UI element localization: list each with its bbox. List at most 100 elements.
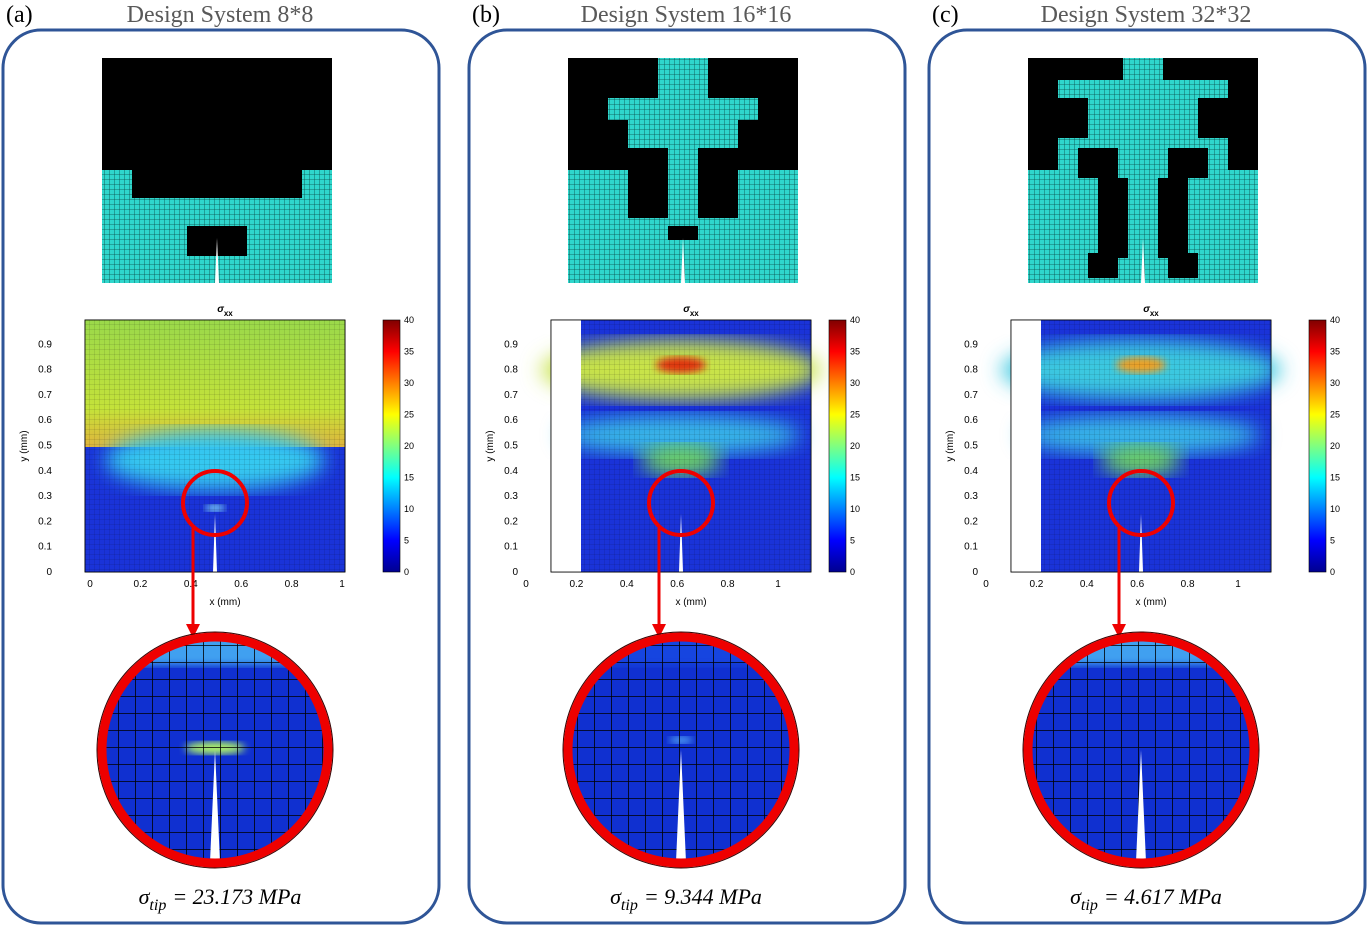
- arrowhead: [652, 624, 666, 638]
- x-axis-label: x (mm): [1135, 597, 1166, 608]
- y-axis-label: y (mm): [19, 430, 30, 461]
- colorbar: [1308, 319, 1327, 573]
- colorbar-tick-label: 10: [1330, 504, 1340, 514]
- void: [1198, 98, 1228, 138]
- plot-symbol: σ: [683, 304, 690, 315]
- colorbar-tick-label: 5: [404, 536, 409, 546]
- void: [1058, 98, 1088, 138]
- y-tick-label: 0.2: [964, 516, 978, 527]
- x-axis-label: x (mm): [675, 597, 706, 608]
- colorbar-tick-label: 40: [404, 315, 414, 325]
- colorbar-tick-label: 5: [1330, 536, 1335, 546]
- y-tick-label: 0.4: [964, 466, 978, 477]
- result: σtip = 23.173 MPa: [139, 884, 302, 914]
- y-tick-label: 0.4: [504, 466, 518, 477]
- panel-label: (c): [932, 2, 959, 28]
- colorbar-tick-label: 20: [850, 441, 860, 451]
- crack: [1141, 238, 1145, 283]
- result-text: = 4.617 MPa: [1104, 884, 1222, 909]
- crack: [215, 238, 219, 283]
- result-symbol: σ: [1070, 884, 1082, 909]
- void: [1098, 178, 1128, 258]
- y-tick-label: 0.1: [38, 542, 52, 553]
- y-tick-label: 0.5: [38, 441, 52, 452]
- void: [698, 148, 738, 218]
- crack: [210, 750, 220, 862]
- y-tick-label: 0: [512, 567, 518, 578]
- zoom-marker: [1107, 469, 1175, 537]
- zoom-ring-edge: [96, 631, 334, 869]
- y-tick-label: 0.3: [38, 491, 52, 502]
- colorbar-tick-label: 35: [1330, 347, 1340, 357]
- void: [1088, 253, 1118, 278]
- plot-title: σxx: [683, 304, 699, 318]
- x-tick-label: 0.8: [721, 579, 735, 590]
- y-axis-label: y (mm): [485, 430, 496, 461]
- x-tick-label: 1: [339, 579, 345, 590]
- y-tick-label: 0.9: [504, 339, 518, 350]
- crack: [1136, 750, 1146, 862]
- crack: [679, 514, 683, 572]
- void: [1028, 58, 1123, 80]
- colorbar-tick-label: 20: [1330, 441, 1340, 451]
- result-subscript: tip: [149, 897, 166, 914]
- arrowhead: [186, 624, 200, 638]
- x-tick-label: 0.4: [620, 579, 634, 590]
- colorbar-tick-label: 20: [404, 441, 414, 451]
- zoom: [103, 638, 327, 862]
- plot-title: σxx: [1143, 304, 1159, 318]
- result: σtip = 9.344 MPa: [610, 884, 762, 914]
- colorbar-tick-label: 30: [404, 378, 414, 388]
- crack: [1139, 514, 1143, 572]
- plot-frame: [1010, 319, 1272, 573]
- x-tick-label: 0.2: [1029, 579, 1043, 590]
- y-tick-label: 0.9: [964, 339, 978, 350]
- y-tick-label: 0.3: [504, 491, 518, 502]
- plot-title: σxx: [217, 304, 233, 318]
- zoom-marker: [647, 469, 715, 537]
- colorbar-tick-label: 15: [1330, 473, 1340, 483]
- margin: [1011, 320, 1041, 572]
- panel-frame: [467, 28, 907, 925]
- void: [708, 58, 798, 98]
- colorbar-tick-label: 0: [404, 567, 409, 577]
- colorbar: [382, 319, 401, 573]
- result-symbol: σ: [139, 884, 151, 909]
- colorbar-tick-label: 0: [1330, 567, 1335, 577]
- panel-label: (a): [6, 2, 33, 28]
- panel-label: (b): [472, 2, 500, 28]
- void: [1028, 80, 1058, 170]
- crack: [681, 238, 685, 283]
- colorbar: [828, 319, 847, 573]
- void: [102, 58, 332, 170]
- y-tick-label: 0.9: [38, 339, 52, 350]
- result-subscript: tip: [621, 897, 638, 914]
- x-tick-label: 0.4: [1080, 579, 1094, 590]
- y-tick-label: 0.8: [38, 365, 52, 376]
- x-tick-label: 0.2: [133, 579, 147, 590]
- void: [1168, 253, 1198, 278]
- zoom-ring-edge: [1022, 631, 1260, 869]
- y-tick-label: 0.7: [964, 390, 978, 401]
- result-text: = 9.344 MPa: [644, 884, 762, 909]
- void: [738, 120, 798, 170]
- y-tick-label: 0.3: [964, 491, 978, 502]
- x-tick-label: 0.8: [285, 579, 299, 590]
- colorbar-tick-label: 10: [850, 504, 860, 514]
- y-tick-label: 0.6: [38, 415, 52, 426]
- plot-subscript: xx: [1150, 309, 1159, 318]
- colorbar-tick-label: 40: [850, 315, 860, 325]
- x-tick-label: 0.6: [234, 579, 248, 590]
- result-text: = 23.173 MPa: [172, 884, 301, 909]
- x-tick-label: 0: [523, 579, 529, 590]
- y-tick-label: 0.6: [964, 415, 978, 426]
- void: [628, 148, 668, 218]
- plot-subscript: xx: [224, 309, 233, 318]
- x-tick-label: 0.6: [670, 579, 684, 590]
- x-tick-label: 1: [775, 579, 781, 590]
- y-tick-label: 0.5: [504, 441, 518, 452]
- y-tick-label: 0.2: [504, 516, 518, 527]
- x-tick-label: 0.8: [1181, 579, 1195, 590]
